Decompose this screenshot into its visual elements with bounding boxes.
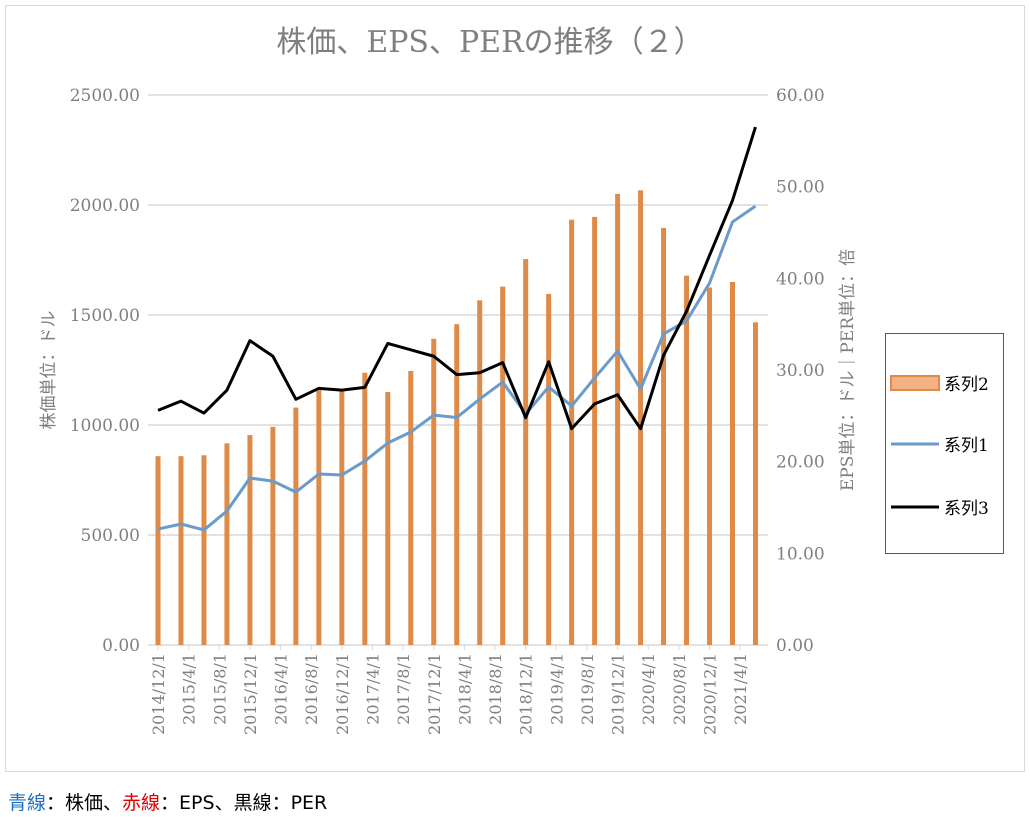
bar-系列2 (500, 286, 506, 645)
y-tick-left: 1000.00 (70, 416, 140, 436)
bar-系列2 (730, 282, 735, 645)
chart: 株価、EPS、PERの推移（２） 0.00 500.00 1000.00 1500.0… (5, 5, 1025, 772)
legend-swatch-bar (890, 375, 940, 391)
x-tick-label: 2017/8/1 (394, 653, 413, 725)
bar-系列2 (661, 227, 667, 645)
y-tick-right: 20.00 (776, 453, 825, 473)
x-tick-label: 2016/12/1 (333, 653, 352, 735)
y-tick-left: 2000.00 (70, 196, 140, 216)
y-tick-right: 10.00 (776, 544, 825, 564)
legend: 系列2 系列1 系列3 (885, 333, 1004, 554)
bar-系列2 (615, 194, 621, 645)
bar-系列2 (752, 322, 758, 645)
bar-系列2 (592, 216, 598, 645)
y-tick-right: 40.00 (776, 269, 825, 289)
x-tick-label: 2020/8/1 (670, 653, 689, 725)
bar-系列2 (362, 372, 368, 645)
x-tick-label: 2015/4/1 (180, 653, 199, 725)
bar-系列2 (155, 456, 161, 645)
bar-系列2 (247, 435, 253, 645)
x-tick-label: 2019/12/1 (609, 653, 628, 735)
caption-part: 青線 (8, 792, 47, 814)
bar-系列2 (477, 300, 483, 645)
y-tick-left: 2500.00 (70, 86, 140, 106)
bar-系列2 (454, 324, 460, 645)
x-tick-label: 2020/4/1 (639, 653, 658, 725)
bar-系列2 (293, 407, 299, 645)
bar-系列2 (316, 390, 322, 645)
x-tick-label: 2015/12/1 (241, 653, 260, 735)
x-tick-label: 2017/4/1 (363, 653, 382, 725)
caption: 青線：株価、赤線：EPS、黒線：PER (8, 788, 327, 815)
chart-title: 株価、EPS、PERの推移（２） (276, 25, 703, 60)
x-tick-label: 2020/12/1 (701, 653, 720, 735)
bar-系列2 (385, 392, 391, 645)
x-tick-label: 2017/12/1 (425, 653, 444, 735)
y-tick-right: 60.00 (776, 86, 825, 106)
bar-系列2 (270, 426, 276, 645)
bar-系列2 (523, 259, 529, 645)
bar-系列2 (339, 390, 345, 645)
y-axis-left-title: 株価単位：ドル (39, 311, 59, 430)
legend-label: 系列1 (944, 436, 989, 456)
y-tick-left: 0.00 (102, 636, 140, 656)
bar-系列2 (707, 287, 713, 645)
x-tick-label: 2015/8/1 (210, 653, 229, 725)
x-tick-label: 2014/12/1 (149, 653, 168, 735)
x-tick-label: 2018/8/1 (486, 653, 505, 725)
y-tick-right: 30.00 (776, 361, 825, 381)
x-tick-label: 2018/4/1 (455, 653, 474, 725)
caption-part: ：EPS、黒線：PER (160, 792, 328, 814)
bar-系列2 (431, 338, 437, 645)
legend-label: 系列3 (944, 499, 989, 519)
bar-系列2 (684, 275, 690, 645)
x-tick-label: 2016/8/1 (302, 653, 321, 725)
bar-系列2 (201, 455, 207, 645)
x-tick-label: 2021/4/1 (731, 653, 750, 725)
bar-系列2 (178, 456, 184, 645)
bar-系列2 (569, 219, 575, 645)
caption-part: ：株価、 (46, 792, 123, 814)
caption-part: 赤線 (122, 792, 161, 814)
bar-系列2 (638, 190, 644, 646)
legend-label: 系列2 (944, 375, 989, 395)
bar-系列2 (224, 443, 230, 645)
y-axis-right-title: EPS単位：ドル｜PER単位：倍 (838, 249, 858, 491)
y-tick-right: 0.00 (776, 636, 814, 656)
x-tick-label: 2019/8/1 (578, 653, 597, 725)
bar-系列2 (546, 293, 552, 645)
x-tick-label: 2019/4/1 (547, 653, 566, 725)
y-tick-right: 50.00 (776, 178, 825, 198)
x-tick-label: 2016/4/1 (272, 653, 291, 725)
bar-系列2 (408, 370, 414, 645)
y-tick-left: 500.00 (81, 526, 140, 546)
x-tick-label: 2018/12/1 (517, 653, 536, 735)
y-tick-left: 1500.00 (70, 306, 140, 326)
